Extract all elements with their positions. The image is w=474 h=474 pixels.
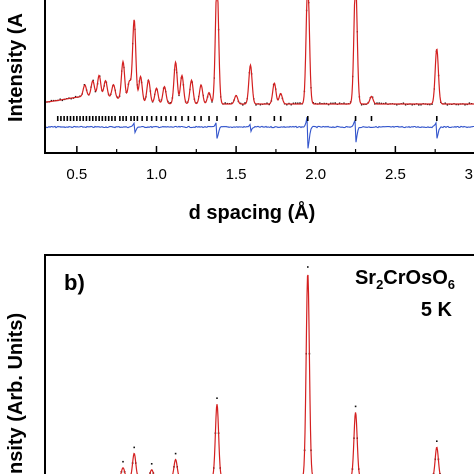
panel-b-calculated-curve-group bbox=[120, 274, 441, 474]
panel-b-observed-point bbox=[307, 266, 309, 268]
panel-b-observed-point bbox=[436, 440, 438, 442]
observed-point bbox=[297, 102, 299, 104]
panel-b: b) Sr2CrOsO6 5 K nsity (Arb. Units) bbox=[5, 254, 474, 474]
observed-point bbox=[61, 99, 64, 102]
formula-sub-2: 2 bbox=[376, 277, 383, 292]
observed-point bbox=[255, 104, 257, 106]
observed-point bbox=[169, 102, 171, 104]
observed-point bbox=[396, 104, 398, 106]
observed-point bbox=[376, 102, 378, 104]
panel-b-y-axis-label: nsity (Arb. Units) bbox=[5, 313, 27, 474]
observed-point bbox=[411, 104, 413, 106]
observed-point bbox=[211, 101, 213, 103]
difference-curve bbox=[45, 116, 474, 149]
observed-point bbox=[332, 102, 334, 104]
temperature-label: 5 K bbox=[421, 299, 453, 321]
panel-b-observed-point bbox=[216, 397, 218, 399]
observed-point bbox=[294, 102, 297, 104]
x-tick-label: 1.5 bbox=[226, 166, 247, 183]
observed-point bbox=[266, 102, 268, 104]
observed-point bbox=[385, 102, 387, 104]
x-tick-label: 3.0 bbox=[465, 166, 474, 183]
observed-point bbox=[299, 102, 301, 104]
observed-point bbox=[94, 90, 97, 93]
observed-point bbox=[242, 104, 244, 106]
observed-point bbox=[343, 102, 345, 104]
observed-point bbox=[429, 103, 431, 106]
observed-point bbox=[468, 102, 471, 104]
x-tick-label: 2.0 bbox=[305, 166, 326, 183]
observed-point bbox=[378, 102, 380, 104]
observed-point bbox=[330, 102, 332, 104]
calculated-curve bbox=[45, 0, 474, 105]
compound-formula: Sr2CrOsO6 bbox=[355, 267, 455, 292]
formula-crosO: CrOsO bbox=[383, 267, 447, 289]
observed-point bbox=[244, 102, 246, 104]
formula-sr: Sr bbox=[355, 267, 376, 289]
formula-sub-6: 6 bbox=[448, 277, 455, 292]
observed-point bbox=[292, 102, 295, 104]
observed-point bbox=[444, 102, 446, 104]
panel-a-x-axis-label: d spacing (Å) bbox=[189, 200, 316, 224]
panel-a-x-axis: 0.5 1.0 1.5 2.0 2.5 3.0 bbox=[66, 146, 474, 183]
observed-points-group bbox=[46, 1, 473, 106]
panel-b-calculated-curve bbox=[120, 274, 441, 474]
observed-point bbox=[268, 103, 270, 106]
difference-curve-group bbox=[45, 116, 474, 149]
observed-point bbox=[290, 104, 292, 106]
observed-point bbox=[259, 104, 262, 106]
reflection-ticks-group bbox=[56, 116, 438, 121]
observed-point bbox=[319, 102, 321, 104]
x-tick-label: 2.5 bbox=[385, 166, 406, 183]
observed-point bbox=[420, 104, 422, 106]
calculated-curve-group bbox=[45, 0, 474, 105]
observed-point bbox=[286, 104, 288, 106]
x-tick-label: 0.5 bbox=[66, 166, 87, 183]
observed-point bbox=[457, 103, 460, 106]
observed-point bbox=[431, 103, 433, 105]
panel-b-observed-point bbox=[122, 460, 124, 463]
observed-point bbox=[50, 99, 53, 102]
panel-b-observed-point bbox=[133, 446, 135, 449]
panel-b-observed-point bbox=[150, 463, 153, 465]
observed-point bbox=[402, 102, 405, 104]
observed-point bbox=[404, 104, 407, 106]
observed-point bbox=[380, 102, 383, 105]
panel-b-observed-point bbox=[354, 405, 357, 408]
observed-point bbox=[360, 104, 363, 106]
observed-point bbox=[224, 102, 226, 104]
panel-b-frame bbox=[44, 254, 474, 474]
panel-a: 0.5 1.0 1.5 2.0 2.5 3.0 Intensity (A d spacin… bbox=[5, 0, 474, 224]
panel-a-plot-area bbox=[45, 0, 474, 149]
observed-point bbox=[464, 104, 466, 106]
panel-a-y-axis-label: Intensity (A bbox=[5, 13, 27, 122]
observed-point bbox=[446, 104, 449, 106]
observed-point bbox=[74, 95, 77, 98]
observed-point bbox=[338, 102, 341, 104]
panel-b-observed-point bbox=[174, 452, 177, 455]
panel-a-frame bbox=[44, 0, 474, 154]
observed-point bbox=[59, 98, 61, 100]
x-tick-label: 1.0 bbox=[146, 166, 167, 183]
panel-b-label: b) bbox=[64, 270, 85, 295]
observed-point bbox=[327, 103, 330, 106]
panel-b-observed-points-group bbox=[120, 266, 441, 474]
observed-point bbox=[334, 102, 336, 104]
observed-point bbox=[418, 104, 420, 106]
